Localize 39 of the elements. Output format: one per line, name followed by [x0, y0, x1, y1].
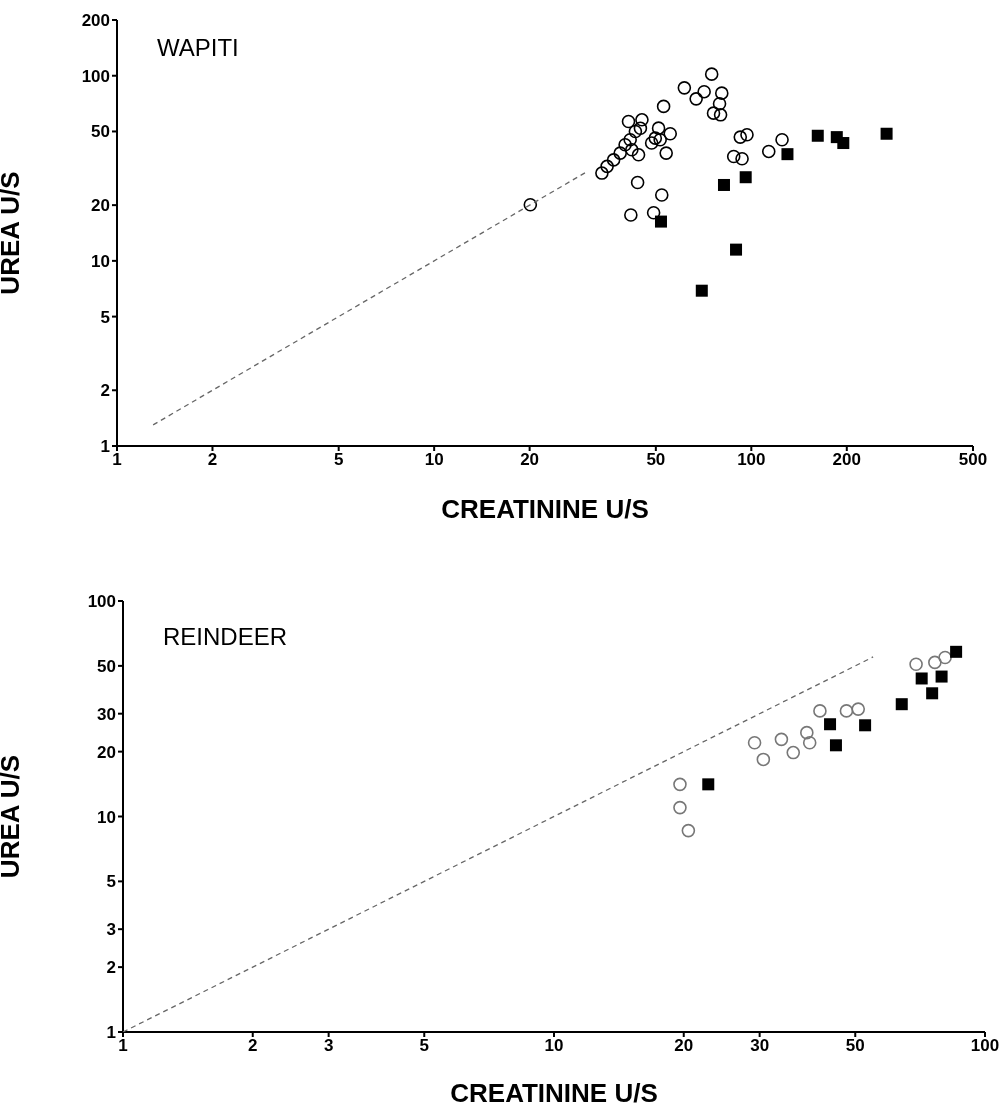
x-tick-label: 50	[845, 1036, 865, 1056]
y-tick-label: 1	[106, 1023, 116, 1043]
x-tick-label: 10	[424, 450, 444, 470]
x-tick-label: 500	[958, 450, 988, 470]
y-tick-label: 30	[97, 704, 116, 724]
x-tick-label: 30	[750, 1036, 770, 1056]
y-tick-label: 200	[81, 11, 110, 31]
x-tick-label: 2	[207, 450, 218, 470]
y-tick-label: 100	[81, 66, 110, 86]
y-tick-label: 10	[91, 251, 110, 271]
x-tick-label: 3	[323, 1036, 334, 1056]
x-tick-label: 100	[737, 450, 766, 470]
x-tick-label: 5	[419, 1036, 429, 1056]
x-tick-label: 20	[520, 450, 540, 470]
y-tick-label: 3	[106, 920, 116, 940]
x-axis-title: CREATININE U/S	[450, 1078, 658, 1104]
y-tick-label: 10	[97, 807, 116, 827]
y-tick-label: 2	[100, 381, 110, 401]
y-axis-title: UREA U/S	[0, 171, 26, 295]
y-tick-label: 1	[100, 437, 110, 457]
y-tick-label: 5	[100, 307, 110, 327]
x-tick-label: 2	[248, 1036, 258, 1056]
x-tick-label: 5	[333, 450, 344, 470]
y-tick-label: 2	[106, 958, 116, 978]
x-tick-label: 10	[544, 1036, 564, 1056]
text: REINDEER	[163, 623, 288, 651]
x-tick-label: 100	[970, 1036, 1000, 1056]
x-tick-label: 200	[832, 450, 861, 470]
y-tick-label: 100	[87, 592, 116, 612]
y-tick-label: 5	[106, 872, 116, 892]
text: WAPITI	[157, 34, 239, 62]
y-tick-label: 20	[91, 196, 110, 216]
y-tick-label: 50	[97, 656, 116, 676]
y-tick-label: 50	[91, 122, 110, 142]
y-tick-label: 20	[97, 742, 116, 762]
x-tick-label: 50	[646, 450, 666, 470]
y-axis-title: UREA U/S	[0, 754, 26, 879]
x-tick-label: 20	[674, 1036, 694, 1056]
x-axis-title: CREATININE U/S	[441, 494, 649, 524]
